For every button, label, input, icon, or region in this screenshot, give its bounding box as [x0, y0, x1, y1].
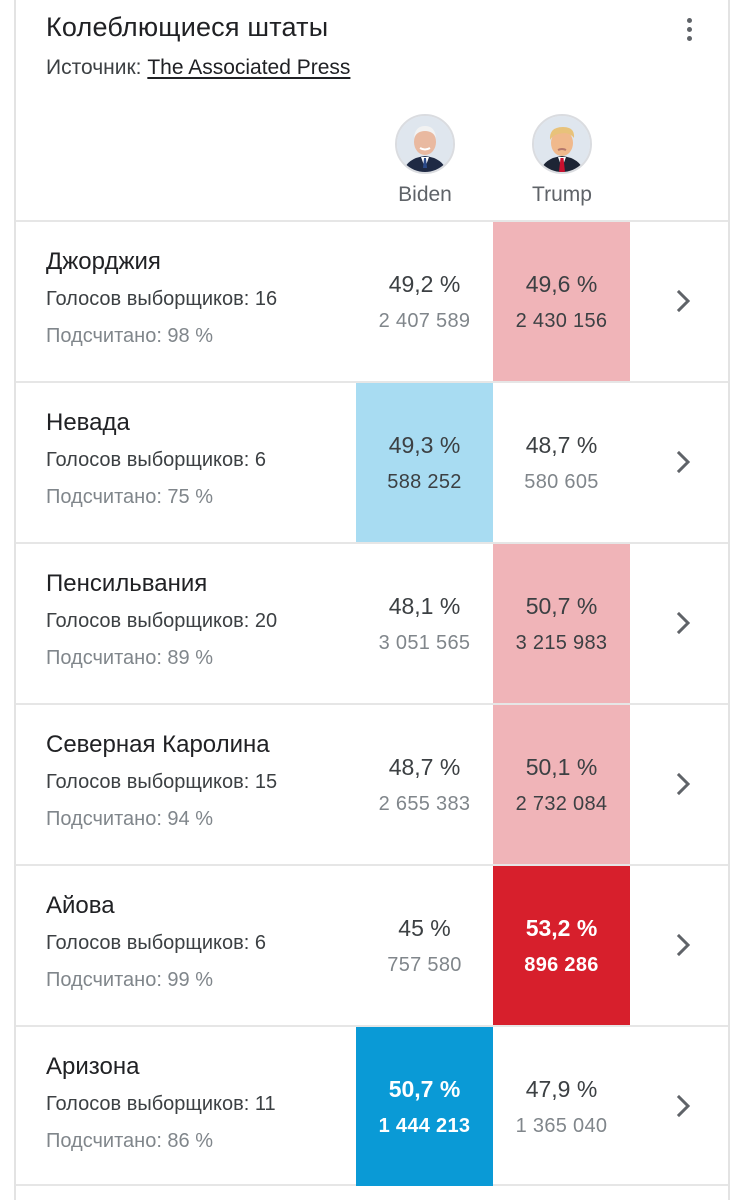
- biden-percent: 48,7 %: [388, 753, 461, 780]
- state-row[interactable]: Айова Голосов выборщиков: 6 Подсчитано: …: [16, 864, 728, 1025]
- candidate-biden-name: Biden: [398, 183, 452, 206]
- trump-votes: 1 365 040: [515, 1114, 608, 1137]
- state-name: Джорджия: [46, 248, 161, 275]
- source-prefix: Источник:: [46, 56, 142, 79]
- biden-result: 48,1 % 3 051 565: [356, 544, 493, 703]
- chevron-right-icon[interactable]: [666, 284, 700, 318]
- state-info: Аризона Голосов выборщиков: 11 Подсчитан…: [46, 1053, 276, 1153]
- biden-result: 45 % 757 580: [356, 866, 493, 1025]
- trump-result: 50,7 % 3 215 983: [493, 544, 630, 703]
- state-row[interactable]: Пенсильвания Голосов выборщиков: 20 Подс…: [16, 542, 728, 703]
- state-info: Пенсильвания Голосов выборщиков: 20 Подс…: [46, 570, 277, 670]
- states-list: Джорджия Голосов выборщиков: 16 Подсчита…: [16, 220, 728, 1186]
- state-row[interactable]: Джорджия Голосов выборщиков: 16 Подсчита…: [16, 220, 728, 381]
- electoral-votes: Голосов выборщиков: 16: [46, 288, 278, 310]
- biden-percent: 48,1 %: [388, 592, 461, 619]
- trump-votes: 2 430 156: [515, 309, 608, 332]
- state-row[interactable]: Аризона Голосов выборщиков: 11 Подсчитан…: [16, 1025, 728, 1186]
- state-name: Айова: [46, 892, 115, 919]
- chevron-right-icon[interactable]: [666, 767, 700, 801]
- chevron-right-icon[interactable]: [666, 1089, 700, 1123]
- counted-percent: Подсчитано: 94 %: [46, 808, 214, 830]
- biden-votes: 3 051 565: [378, 631, 471, 654]
- counted-percent: Подсчитано: 89 %: [46, 647, 214, 669]
- biden-result: 49,2 % 2 407 589: [356, 222, 493, 381]
- biden-votes: 757 580: [387, 953, 462, 976]
- trump-percent: 50,1 %: [525, 753, 598, 780]
- trump-result: 53,2 % 896 286: [493, 866, 630, 1025]
- trump-percent: 50,7 %: [525, 592, 598, 619]
- trump-result: 47,9 % 1 365 040: [493, 1027, 630, 1186]
- state-info: Невада Голосов выборщиков: 6 Подсчитано:…: [46, 409, 266, 509]
- trump-percent: 48,7 %: [525, 431, 598, 458]
- state-name: Пенсильвания: [46, 570, 208, 597]
- trump-votes: 580 605: [524, 470, 599, 493]
- biden-percent: 49,3 %: [388, 431, 461, 458]
- electoral-votes: Голосов выборщиков: 6: [46, 932, 267, 954]
- candidate-trump: Trump: [494, 114, 630, 207]
- trump-avatar: [532, 114, 592, 174]
- biden-result: 48,7 % 2 655 383: [356, 705, 493, 864]
- chevron-right-icon[interactable]: [666, 445, 700, 479]
- state-name: Невада: [46, 409, 130, 436]
- candidate-trump-name: Trump: [532, 183, 592, 206]
- candidate-biden: Biden: [357, 114, 493, 207]
- trump-votes: 896 286: [524, 953, 599, 976]
- biden-votes: 1 444 213: [378, 1114, 471, 1137]
- swing-states-card: Колеблющиеся штаты Источник: The Associa…: [14, 0, 730, 1200]
- electoral-votes: Голосов выборщиков: 20: [46, 610, 278, 632]
- more-vert-icon[interactable]: [672, 12, 706, 46]
- state-info: Северная Каролина Голосов выборщиков: 15…: [46, 731, 277, 831]
- trump-votes: 2 732 084: [515, 792, 608, 815]
- trump-result: 50,1 % 2 732 084: [493, 705, 630, 864]
- trump-result: 48,7 % 580 605: [493, 383, 630, 542]
- chevron-right-icon[interactable]: [666, 606, 700, 640]
- biden-result: 50,7 % 1 444 213: [356, 1027, 493, 1186]
- state-row[interactable]: Невада Голосов выборщиков: 6 Подсчитано:…: [16, 381, 728, 542]
- chevron-right-icon[interactable]: [666, 928, 700, 962]
- state-name: Северная Каролина: [46, 731, 270, 758]
- electoral-votes: Голосов выборщиков: 15: [46, 771, 278, 793]
- source-line: Источник: The Associated Press: [46, 56, 350, 80]
- counted-percent: Подсчитано: 99 %: [46, 969, 214, 991]
- biden-result: 49,3 % 588 252: [356, 383, 493, 542]
- biden-percent: 50,7 %: [388, 1075, 461, 1102]
- trump-percent: 49,6 %: [525, 270, 598, 297]
- state-info: Айова Голосов выборщиков: 6 Подсчитано: …: [46, 892, 266, 992]
- biden-votes: 2 407 589: [378, 309, 471, 332]
- trump-percent: 53,2 %: [525, 914, 598, 941]
- trump-votes: 3 215 983: [515, 631, 608, 654]
- counted-percent: Подсчитано: 86 %: [46, 1130, 214, 1152]
- biden-votes: 588 252: [387, 470, 462, 493]
- biden-percent: 45 %: [398, 914, 451, 941]
- counted-percent: Подсчитано: 98 %: [46, 325, 214, 347]
- counted-percent: Подсчитано: 75 %: [46, 486, 214, 508]
- source-link[interactable]: The Associated Press: [147, 56, 351, 79]
- state-info: Джорджия Голосов выборщиков: 16 Подсчита…: [46, 248, 277, 348]
- card-title: Колеблющиеся штаты: [46, 12, 329, 42]
- state-name: Аризона: [46, 1053, 140, 1080]
- biden-percent: 49,2 %: [388, 270, 461, 297]
- electoral-votes: Голосов выборщиков: 11: [46, 1093, 276, 1115]
- state-row[interactable]: Северная Каролина Голосов выборщиков: 15…: [16, 703, 728, 864]
- biden-avatar: [395, 114, 455, 174]
- trump-percent: 47,9 %: [525, 1075, 598, 1102]
- trump-result: 49,6 % 2 430 156: [493, 222, 630, 381]
- electoral-votes: Голосов выборщиков: 6: [46, 449, 267, 471]
- biden-votes: 2 655 383: [378, 792, 471, 815]
